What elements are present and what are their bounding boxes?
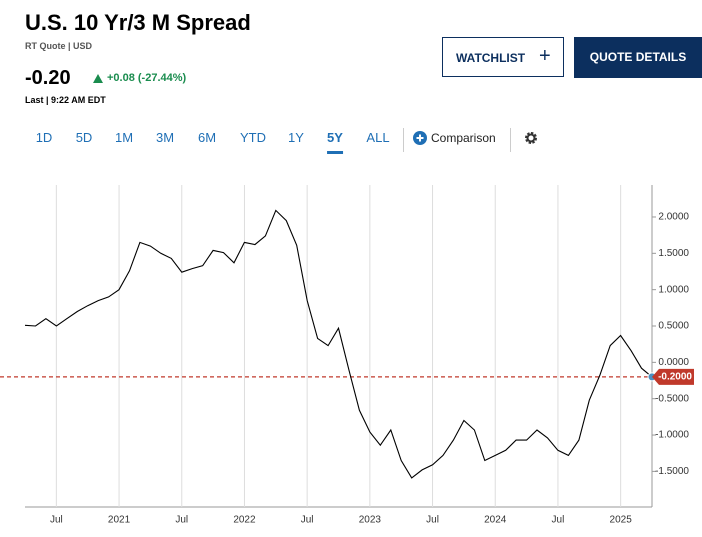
y-tick-label: -1.0000: [655, 430, 689, 441]
y-tick-label: 1.0000: [658, 284, 689, 295]
x-tick-label: 2024: [484, 515, 507, 526]
title: U.S. 10 Yr/3 M Spread: [25, 10, 251, 35]
range-tab[interactable]: 5D: [75, 130, 93, 145]
watchlist-button[interactable]: WATCHLIST +: [442, 37, 564, 77]
comparison-icon[interactable]: [413, 131, 427, 145]
y-tick-label: 1.5000: [658, 248, 689, 259]
up-arrow: [93, 74, 103, 83]
range-tab[interactable]: 6M: [197, 130, 217, 145]
range-tab[interactable]: YTD: [240, 130, 266, 145]
last-value-label: -0.2000: [658, 372, 692, 383]
watchlist-icon: +: [539, 45, 551, 67]
range-tab[interactable]: ALL: [366, 130, 390, 145]
range-tab[interactable]: 3M: [155, 130, 175, 145]
y-tick-label: 0.5000: [658, 321, 689, 332]
comparison[interactable]: Comparison: [431, 131, 496, 145]
price: -0.20: [25, 67, 71, 89]
range-tab[interactable]: 1D: [35, 130, 53, 145]
separator: [403, 128, 404, 152]
x-tick-label: Jul: [50, 515, 63, 526]
x-tick-label: Jul: [426, 515, 439, 526]
subtitle: RT Quote | USD: [25, 41, 93, 51]
change: +0.08 (-27.44%): [107, 72, 187, 84]
x-tick-label: 2022: [233, 515, 256, 526]
range-tab[interactable]: 5Y: [327, 130, 343, 154]
x-tick-label: 2021: [108, 515, 131, 526]
x-tick-label: 2025: [610, 515, 633, 526]
price-line: [24, 209, 653, 479]
range-tab[interactable]: 1M: [114, 130, 134, 145]
x-tick-label: 2023: [359, 515, 382, 526]
y-tick-label: 2.0000: [658, 212, 689, 223]
last-time: Last | 9:22 AM EDT: [25, 95, 106, 105]
last-value-tag: [652, 368, 694, 385]
x-tick-label: Jul: [552, 515, 565, 526]
y-tick-label: -1.5000: [655, 466, 689, 477]
x-tick-label: Jul: [301, 515, 314, 526]
watchlist-label: WATCHLIST: [456, 51, 526, 65]
settings-icon[interactable]: [524, 131, 538, 145]
y-tick-label: -0.5000: [655, 393, 689, 404]
x-tick-label: Jul: [175, 515, 188, 526]
quote-details-button[interactable]: QUOTE DETAILS: [574, 37, 702, 78]
y-tick-label: 0.0000: [658, 357, 689, 368]
range-tab[interactable]: 1Y: [288, 130, 304, 145]
separator: [510, 128, 511, 152]
